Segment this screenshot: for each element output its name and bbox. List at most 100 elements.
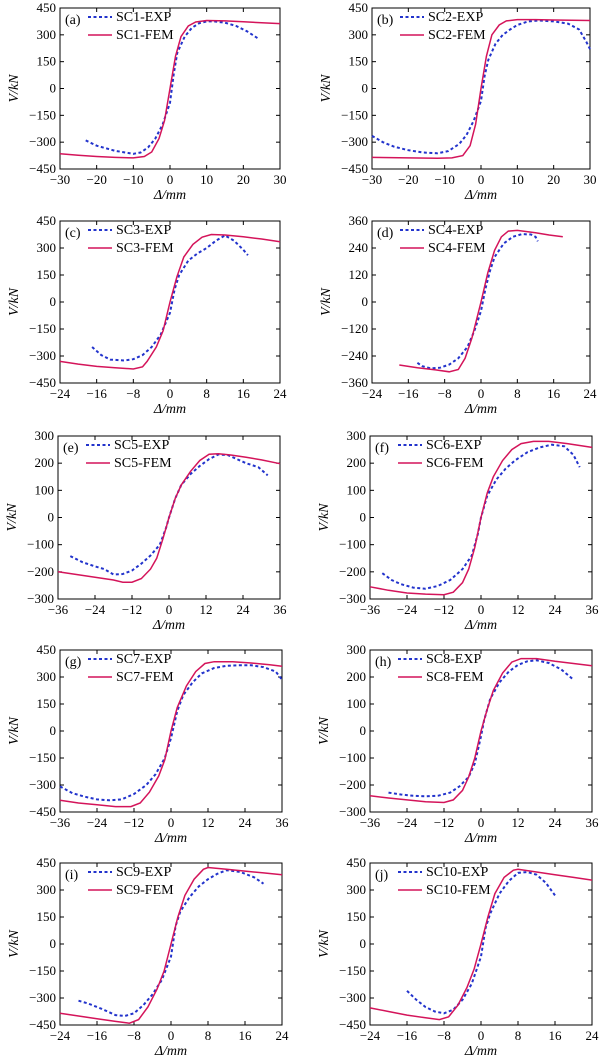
panel-7-xtick-label: 12 [202,815,215,830]
panel-3-xtick-label: −16 [86,386,107,401]
panel-7-y-axis-label: V/kN [7,716,22,745]
panel-6-ytick-label: −100 [339,537,366,552]
panel-2-legend-label-SC2-FEM: SC2-FEM [428,28,486,43]
panel-10-legend-label-SC10-FEM: SC10-FEM [426,883,491,898]
panel-9-panel-label: (i) [65,868,79,883]
panel-6-xtick-label: −12 [434,602,454,617]
panel-5-legend-label-SC5-FEM: SC5-FEM [114,456,172,471]
panel-9-xtick-label: 16 [239,1028,253,1043]
panel-1-ytick-label: 150 [37,54,57,69]
panel-7-legend-label-SC7-FEM: SC7-FEM [116,670,174,685]
panel-1-ytick-label: 450 [37,0,57,15]
panel-2-ytick-label: −150 [341,107,368,122]
panel-9-xtick-label: 24 [276,1028,290,1043]
panel-8-xtick-label: 12 [512,815,525,830]
panel-4-ytick-label: 240 [349,240,369,255]
panel-2-xtick-label: −20 [398,172,418,187]
panel-2-ytick-label: 450 [349,0,369,15]
panel-9-ytick-label: −450 [29,1017,56,1032]
panel-3-panel-label: (c) [65,226,81,241]
panel-4-y-axis-label: V/kN [319,287,334,316]
panel-6-ytick-label: 300 [347,428,367,443]
panel-3-xtick-label: −24 [50,386,71,401]
panel-6-ytick-label: 100 [347,482,367,497]
panel-6-xtick-label: 12 [512,602,525,617]
panel-4-xtick-label: 8 [514,386,521,401]
panel-2-ytick-label: −450 [341,161,368,176]
panel-7-ytick-label: 0 [50,723,57,738]
panel-7-ytick-label: 300 [37,669,57,684]
panel-10-xtick-label: 0 [478,1028,485,1043]
panel-4-legend-label-SC4-FEM: SC4-FEM [428,241,486,256]
panel-7-panel-label: (g) [65,655,82,670]
panel-3-series-line-SC3-FEM [59,233,281,370]
panel-2-series-line-SC2-FEM [371,18,591,160]
panel-7-ytick-label: 450 [37,642,57,657]
panel-7-legend-label-SC7-EXP: SC7-EXP [116,652,171,667]
chart-panel-10: −24 −16 −8 0 8 16 24 −450 −300 −150 0 150 300 450 Δ/mm… [317,855,599,1056]
panel-1-panel-label: (a) [65,13,81,28]
panel-7-xtick-label: 36 [276,815,290,830]
panel-10-xtick-label: 16 [549,1028,563,1043]
panel-2-xtick-label: −10 [434,172,454,187]
panel-8-ytick-label: −100 [339,750,366,765]
chart-panel-3: −24 −16 −8 0 8 16 24 −450 −300 −150 0 150 300 450 Δ/mm… [7,213,287,417]
panel-10-ytick-label: −150 [339,963,366,978]
panel-2-y-axis-label: V/kN [319,74,334,103]
panel-9-y-axis-label: V/kN [7,929,22,958]
panel-5-series-line-SC5-EXP [69,453,269,576]
panel-7-series-line-SC7-EXP [59,664,283,802]
panel-4-ytick-label: −360 [341,375,368,390]
panel-7-series-line-SC7-FEM [59,660,283,808]
panel-5-xtick-label: −24 [85,602,106,617]
panel-7-x-axis-label: Δ/mm [154,831,187,846]
panel-4-legend-label-SC4-EXP: SC4-EXP [428,223,483,238]
panel-2-x-axis-label: Δ/mm [464,188,497,203]
panel-8-series-line-SC8-EXP [388,659,575,798]
panel-6-legend-label-SC6-EXP: SC6-EXP [426,438,481,453]
panel-4-ytick-label: −120 [341,321,368,336]
panel-9-xtick-label: −16 [87,1028,108,1043]
panel-1-series-line-SC1-EXP [85,20,259,155]
panel-7-xtick-label: 24 [239,815,253,830]
panel-10-ytick-label: 150 [347,909,367,924]
panel-8-y-axis-label: V/kN [317,716,332,745]
panel-3-xtick-label: 16 [237,386,251,401]
panel-9-ytick-label: −300 [29,990,56,1005]
panel-1-legend-label-SC1-FEM: SC1-FEM [116,28,174,43]
panel-1-xtick-label: −10 [123,172,143,187]
panel-3-xtick-label: 0 [167,386,174,401]
panel-2-xtick-label: 10 [511,172,524,187]
panel-1-xtick-label: 10 [200,172,213,187]
panel-1-ytick-label: 0 [50,81,57,96]
panel-9-legend-label-SC9-FEM: SC9-FEM [116,883,174,898]
panel-8-ytick-label: 100 [347,696,367,711]
panel-9-xtick-label: −8 [127,1028,141,1043]
panel-8-x-axis-label: Δ/mm [464,831,497,846]
panel-8-legend-label-SC8-FEM: SC8-FEM [426,670,484,685]
panel-5-xtick-label: 12 [200,602,213,617]
panel-4-x-axis-label: Δ/mm [464,402,497,417]
panel-1-ytick-label: −450 [29,161,56,176]
chart-panel-9: −24 −16 −8 0 8 16 24 −450 −300 −150 0 150 300 450 Δ/mm… [7,855,289,1056]
panel-10-y-axis-label: V/kN [317,929,332,958]
chart-panel-8: −36 −24 −12 0 12 24 36 −300 −200 −100 0 100 200 300 Δ/… [317,642,599,846]
panel-5-xtick-label: 24 [237,602,251,617]
chart-panel-7: −36 −24 −12 0 12 24 36 −450 −300 −150 0 150 300 450 Δ/… [7,642,289,846]
panel-10-xtick-label: −16 [397,1028,418,1043]
panel-1-series-line-SC1-FEM [59,19,281,159]
panel-10-series-line-SC10-EXP [406,870,556,1015]
panel-10-ytick-label: −300 [339,990,366,1005]
panel-7-xtick-label: 0 [168,815,175,830]
panel-1-xtick-label: −20 [86,172,106,187]
chart-panel-1: −30 −20 −10 0 10 20 30 −450 −300 −150 0 150 300 450 Δ/… [7,0,287,203]
panel-7-ytick-label: −300 [29,777,56,792]
panel-4-xtick-label: 24 [584,386,598,401]
panel-4-ytick-label: 360 [349,213,369,228]
panel-3-legend-label-SC3-EXP: SC3-EXP [116,223,171,238]
panel-5-panel-label: (e) [63,441,79,456]
panel-2-ytick-label: 300 [349,27,369,42]
panel-5-y-axis-label: V/kN [5,503,20,532]
panel-4-xtick-label: −24 [362,386,383,401]
panel-3-ytick-label: 0 [50,294,57,309]
